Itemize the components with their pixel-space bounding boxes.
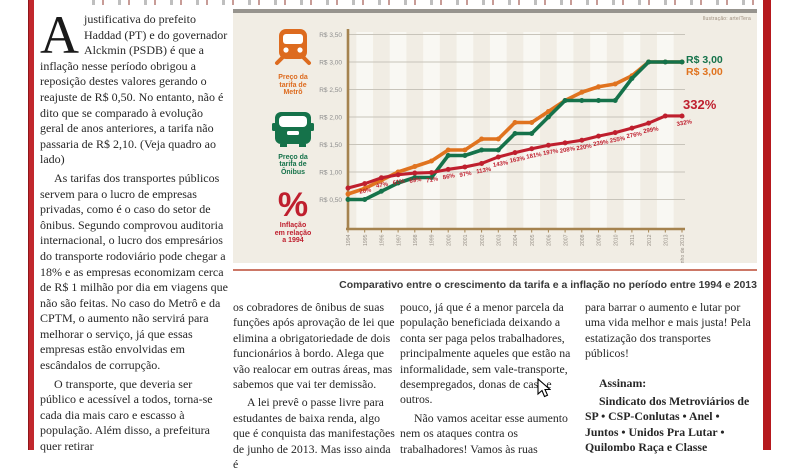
- svg-text:R$ 3,00: R$ 3,00: [686, 66, 723, 78]
- percent-icon: %: [277, 186, 309, 224]
- paragraph: pouco, já que é a menor parcela da popul…: [400, 300, 571, 407]
- svg-text:2007: 2007: [563, 234, 569, 246]
- chart-caption: Comparativo entre o crescimento da tarif…: [339, 279, 757, 291]
- svg-text:R$ 1,50: R$ 1,50: [319, 142, 342, 149]
- svg-text:299%: 299%: [643, 126, 660, 135]
- svg-text:R$ 3,00: R$ 3,00: [686, 54, 723, 66]
- legend-label-metro: Preço da tarifa de Metrô: [278, 74, 308, 96]
- legend-item-metro: Preço da tarifa de Metrô: [247, 27, 339, 97]
- paragraph: os cobradores de ônibus de suas funções …: [233, 300, 395, 392]
- svg-text:71%: 71%: [426, 176, 440, 184]
- tariff-inflation-chart-panel: Ilustração: arte/Tera Preço da tarifa de…: [233, 9, 757, 263]
- paragraph-text: justificativa do prefeito Haddad (PT) e …: [40, 12, 228, 167]
- svg-text:2000: 2000: [446, 234, 452, 246]
- svg-text:R$ 2,50: R$ 2,50: [319, 87, 342, 94]
- svg-text:2006: 2006: [547, 234, 553, 246]
- left-red-rule: [28, 0, 34, 450]
- paragraph: As tarifas dos transportes públicos serv…: [40, 170, 228, 373]
- svg-text:163%: 163%: [509, 156, 526, 165]
- paragraph: O transporte, que deveria ser público e …: [40, 376, 213, 454]
- svg-text:2005: 2005: [530, 234, 536, 246]
- svg-text:113%: 113%: [476, 167, 492, 176]
- mouse-cursor: [537, 378, 551, 398]
- drop-cap: A: [40, 5, 79, 65]
- svg-text:2011: 2011: [630, 234, 636, 245]
- svg-text:1999: 1999: [430, 234, 436, 246]
- svg-text:R$ 2,00: R$ 2,00: [319, 114, 342, 121]
- svg-text:208%: 208%: [559, 146, 576, 155]
- svg-text:1997: 1997: [396, 234, 402, 246]
- svg-text:R$ 0,50: R$ 0,50: [319, 197, 342, 204]
- paragraph: Não vamos aceitar esse aumento nem os at…: [400, 410, 568, 456]
- svg-text:1998: 1998: [413, 234, 419, 246]
- signatures-heading: Assinam:: [599, 375, 647, 390]
- svg-text:20%: 20%: [359, 188, 373, 196]
- svg-text:61%: 61%: [392, 179, 406, 187]
- svg-text:2013: 2013: [664, 234, 670, 246]
- svg-text:2010: 2010: [613, 234, 619, 246]
- svg-text:276%: 276%: [626, 131, 643, 140]
- article-column-3: pouco, já que é a menor parcela da popul…: [400, 300, 572, 460]
- paragraph: para barrar o aumento e lutar por uma vi…: [585, 300, 751, 361]
- svg-text:2009: 2009: [597, 234, 603, 246]
- svg-text:2004: 2004: [513, 234, 519, 246]
- svg-text:69%: 69%: [409, 177, 423, 185]
- legend-item-bus: Preço da tarifa de Ônibus: [247, 111, 339, 177]
- svg-text:1996: 1996: [380, 234, 386, 246]
- metro-icon: [271, 29, 315, 71]
- legend-item-inflation: % Inflação em relação a 1994: [247, 186, 339, 245]
- bus-icon: [270, 111, 316, 151]
- section-separator-line: [233, 269, 757, 271]
- svg-text:R$ 3,00: R$ 3,00: [319, 59, 342, 66]
- signatures-list: Sindicato dos Metroviários de SP • CSP-C…: [585, 394, 750, 455]
- svg-text:239%: 239%: [593, 139, 610, 148]
- svg-text:332%: 332%: [676, 119, 693, 128]
- article-column-4: para barrar o aumento e lutar por uma vi…: [585, 300, 755, 459]
- svg-text:R$ 1,00: R$ 1,00: [319, 169, 342, 176]
- svg-text:2002: 2002: [480, 234, 486, 246]
- svg-text:1994: 1994: [346, 234, 352, 246]
- svg-text:junho de 2013: junho de 2013: [680, 234, 686, 263]
- svg-text:1995: 1995: [363, 234, 369, 246]
- line-chart: R$ 3,50 R$ 3,00 R$ 2,50 R$ 2,00 R$ 1,50 R$ 1,…: [319, 29, 723, 263]
- paragraph: A lei prevê o passe livre para estudante…: [233, 395, 395, 472]
- svg-text:197%: 197%: [543, 149, 560, 158]
- svg-text:332%: 332%: [683, 97, 717, 112]
- svg-text:220%: 220%: [576, 144, 593, 153]
- cropped-headline-strip: [92, 0, 755, 5]
- chart-legend: Preço da tarifa de Metrô Preço da tarifa…: [247, 27, 339, 259]
- svg-text:47%: 47%: [376, 182, 390, 190]
- svg-text:2003: 2003: [497, 234, 503, 246]
- svg-text:181%: 181%: [526, 152, 543, 161]
- legend-label-inflation: Inflação em relação a 1994: [274, 222, 312, 244]
- svg-text:2001: 2001: [463, 234, 469, 246]
- svg-text:2012: 2012: [647, 234, 653, 246]
- svg-text:143%: 143%: [493, 160, 510, 169]
- svg-text:255%: 255%: [610, 136, 627, 145]
- illustration-credit: Ilustração: arte/Tera: [702, 16, 751, 22]
- svg-text:2008: 2008: [580, 234, 586, 246]
- svg-text:97%: 97%: [459, 171, 473, 179]
- legend-label-bus: Preço da tarifa de Ônibus: [278, 153, 308, 176]
- svg-text:86%: 86%: [443, 173, 457, 181]
- svg-text:R$ 3,50: R$ 3,50: [319, 32, 342, 39]
- article-column-2: os cobradores de ônibus de suas funções …: [233, 300, 396, 475]
- right-red-rule: [763, 0, 771, 450]
